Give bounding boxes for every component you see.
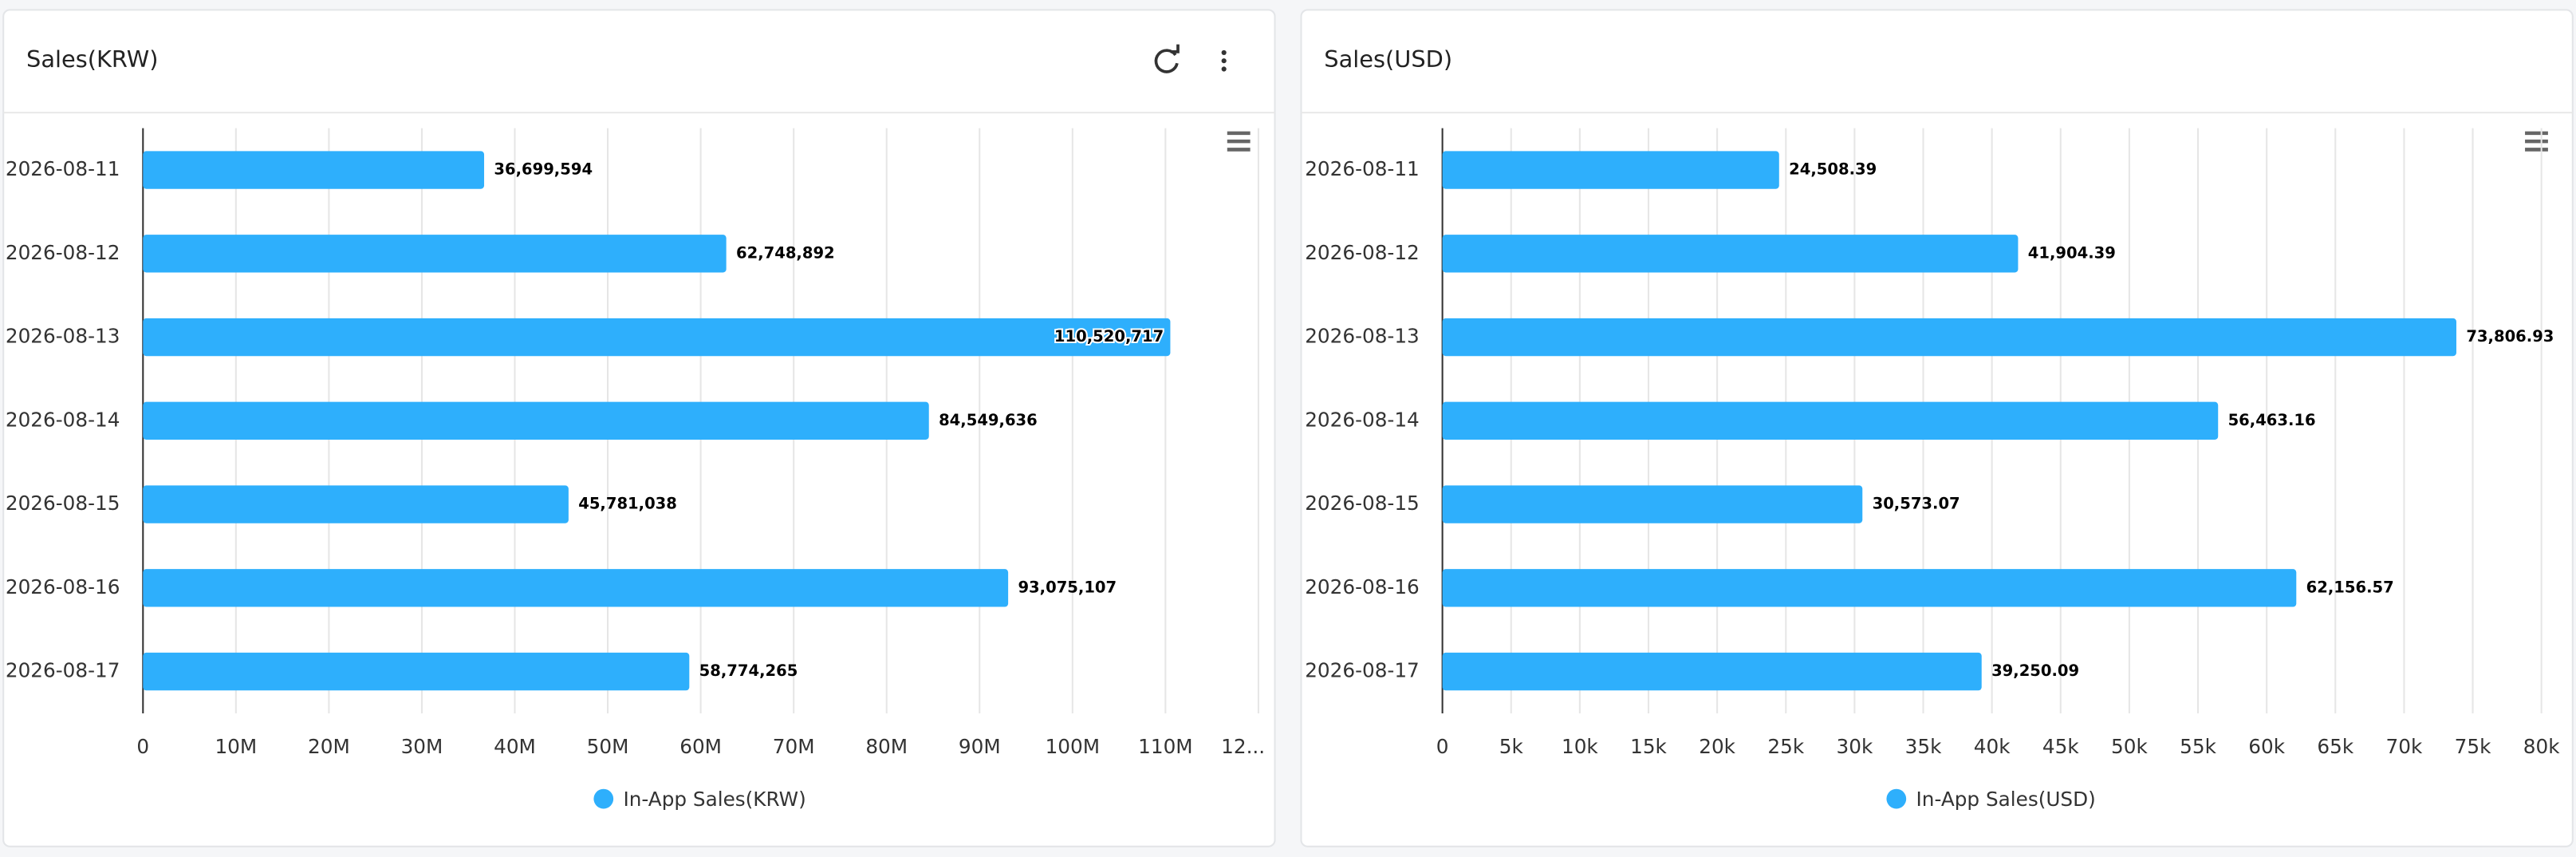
x-tick-label: 80k [2523,735,2560,758]
x-tick-label: 70M [773,735,815,758]
bar [1442,485,1863,523]
chart-menu[interactable] [1227,131,1251,152]
bar [143,652,690,691]
x-tick-label: 20M [308,735,350,758]
value-label: 24,508.39 [1789,160,1877,179]
card-title: Sales(KRW) [26,45,159,73]
x-tick-label: 65k [2317,735,2353,758]
x-tick-label: 0 [136,735,149,758]
value-label: 36,699,594 [494,160,593,179]
x-tick-label: 110M [1138,735,1192,758]
x-tick-label: 15k [1630,735,1667,758]
x-tick-label: 40M [494,735,536,758]
x-tick-label: 70k [2386,735,2423,758]
y-tick-label: 2026-08-17 [1305,659,1420,682]
bar [1442,401,2219,440]
legend-marker [593,788,614,809]
value-label: 93,075,107 [1018,578,1117,596]
y-tick-label: 2026-08-14 [1305,408,1420,431]
value-label: 45,781,038 [578,495,677,513]
value-label: 110,520,717 [1054,327,1164,346]
y-tick-label: 2026-08-15 [6,492,120,515]
x-tick-label: 45k [2042,735,2079,758]
value-label: 39,250.09 [1991,662,2079,680]
bar [143,401,929,440]
y-tick-label: 2026-08-15 [1305,492,1420,515]
bar [1442,569,2297,607]
value-label: 62,748,892 [736,243,835,262]
value-label: 62,156.57 [2306,578,2394,596]
y-tick-label: 2026-08-16 [6,575,120,598]
x-tick-label: 5k [1499,735,1524,758]
y-tick-label: 2026-08-12 [1305,241,1420,264]
y-tick-label: 2026-08-16 [1305,575,1420,598]
bar [1442,235,2019,273]
bar [1442,652,1982,691]
x-tick-label: 25k [1767,735,1804,758]
y-tick-label: 2026-08-17 [6,659,120,682]
x-tick-label: 35k [1905,735,1942,758]
y-tick-label: 2026-08-13 [6,325,120,348]
x-tick-label: 10k [1562,735,1598,758]
x-tick-label: 60k [2248,735,2285,758]
x-tick-label: 0 [1436,735,1449,758]
value-label: 73,806.93 [2466,327,2554,346]
y-tick-label: 2026-08-13 [1305,325,1420,348]
value-label: 56,463.16 [2228,411,2316,429]
x-tick-label: 12... [1221,735,1265,758]
bar [143,318,1171,357]
x-tick-label: 50M [587,735,629,758]
x-tick-label: 80M [865,735,908,758]
x-tick-label: 90M [959,735,1001,758]
bar [143,485,569,523]
bar [143,235,727,273]
y-tick-label: 2026-08-11 [6,157,120,180]
legend-label: In-App Sales(USD) [1916,788,2096,811]
x-tick-label: 50k [2111,735,2148,758]
value-label: 41,904.39 [2028,243,2116,262]
more-button[interactable] [1221,49,1227,72]
bar [1442,151,1779,189]
legend-marker [1886,788,1907,809]
y-tick-label: 2026-08-12 [6,241,120,264]
x-tick-label: 55k [2180,735,2216,758]
x-tick-label: 40k [1974,735,2011,758]
x-tick-label: 20k [1699,735,1735,758]
y-tick-label: 2026-08-11 [1305,157,1420,180]
x-tick-label: 75k [2455,735,2491,758]
bar [143,151,485,189]
x-tick-label: 30k [1837,735,1873,758]
legend-label: In-App Sales(KRW) [623,788,805,811]
value-label: 30,573.07 [1873,495,1960,513]
bar [1442,318,2456,357]
refresh-button[interactable] [1154,44,1180,73]
x-tick-label: 60M [679,735,722,758]
bar [143,569,1009,607]
x-tick-label: 30M [401,735,443,758]
chart-menu[interactable] [2525,131,2548,152]
x-tick-label: 10M [215,735,257,758]
value-label: 58,774,265 [699,662,798,680]
value-label: 84,549,636 [939,411,1038,429]
x-tick-label: 100M [1046,735,1100,758]
y-tick-label: 2026-08-14 [6,408,120,431]
card-title: Sales(USD) [1324,45,1452,73]
